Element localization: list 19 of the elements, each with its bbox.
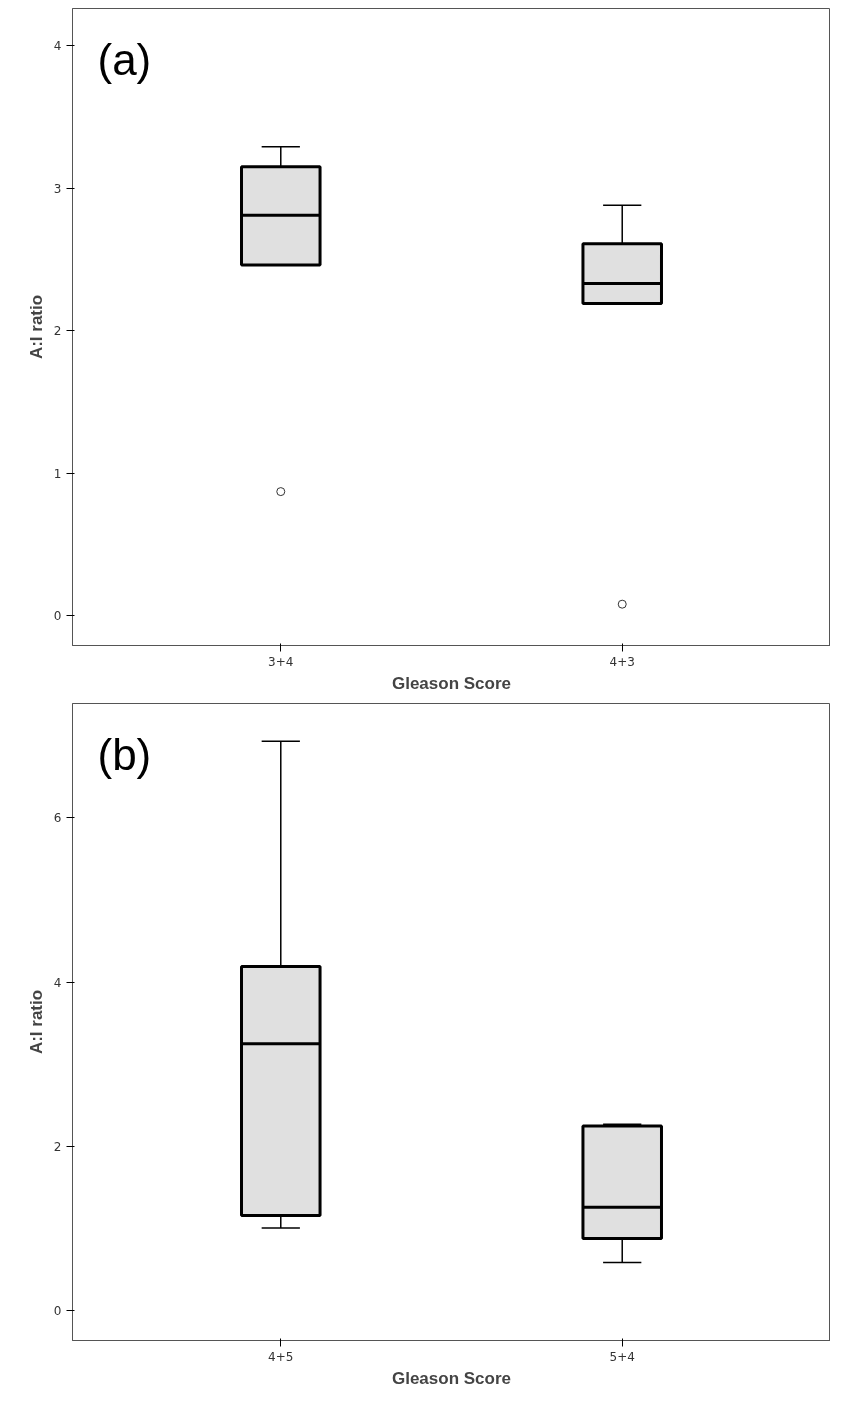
x-axis-title: Gleason Score [391,1368,512,1388]
x-tick-label: 4+5 [268,1349,294,1364]
y-tick-label: 3 [53,181,62,196]
y-tick-label: 6 [53,811,62,826]
y-tick-label: 1 [53,466,62,481]
y-tick-label: 4 [53,975,62,990]
x-axis-title: Gleason Score [391,673,512,693]
y-axis-title: A:I ratio [26,294,46,360]
y-axis-title: A:I ratio [26,989,46,1055]
text: (a) [97,34,152,84]
y-tick-label: 2 [53,1140,62,1155]
x-tick-label: 3+4 [268,654,294,669]
text: (b) [97,729,152,779]
x-tick-label: 5+4 [609,1349,635,1364]
y-tick-label: 4 [53,39,62,54]
y-tick-label: 0 [53,1304,62,1319]
x-tick-label: 4+3 [609,654,635,669]
y-tick-label: 0 [53,609,62,624]
y-tick-label: 2 [53,324,62,339]
